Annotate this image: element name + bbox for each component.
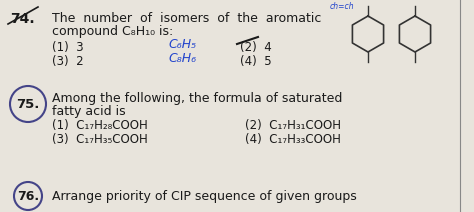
Text: fatty acid is: fatty acid is	[52, 105, 126, 118]
Text: Arrange priority of CIP sequence of given groups: Arrange priority of CIP sequence of give…	[52, 190, 357, 203]
Text: 76.: 76.	[17, 190, 39, 202]
Text: (4)  C₁₇H₃₃COOH: (4) C₁₇H₃₃COOH	[245, 133, 341, 146]
Text: compound C₈H₁₀ is:: compound C₈H₁₀ is:	[52, 25, 173, 38]
Text: (4)  5: (4) 5	[240, 55, 272, 68]
Text: 75.: 75.	[16, 98, 40, 110]
Text: C₈H₆: C₈H₆	[168, 52, 196, 65]
Text: (3)  2: (3) 2	[52, 55, 83, 68]
Text: (2)  C₁₇H₃₁COOH: (2) C₁₇H₃₁COOH	[245, 119, 341, 132]
Text: (1)  3: (1) 3	[52, 41, 83, 54]
Text: (1)  C₁₇H₂₈COOH: (1) C₁₇H₂₈COOH	[52, 119, 148, 132]
Text: 74.: 74.	[10, 12, 35, 26]
Text: (2)  4: (2) 4	[240, 41, 272, 54]
Text: ch=ch: ch=ch	[330, 2, 355, 11]
Text: (3)  C₁₇H₃₅COOH: (3) C₁₇H₃₅COOH	[52, 133, 148, 146]
Text: C₆H₅: C₆H₅	[168, 38, 196, 51]
Text: The  number  of  isomers  of  the  aromatic: The number of isomers of the aromatic	[52, 12, 321, 25]
Text: Among the following, the formula of saturated: Among the following, the formula of satu…	[52, 92, 342, 105]
